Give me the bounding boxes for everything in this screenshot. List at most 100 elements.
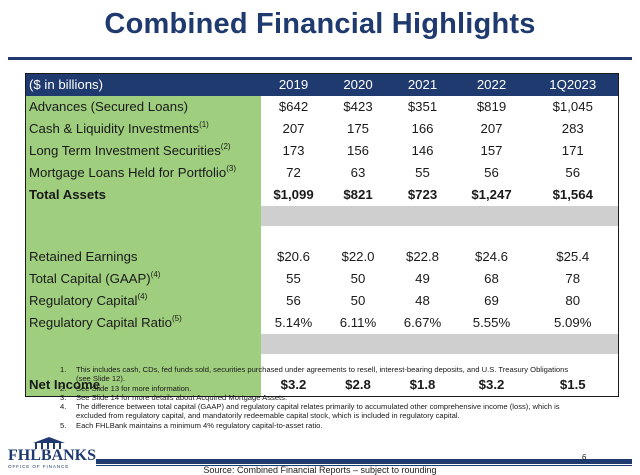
row-label: Long Term Investment Securities(2) — [25, 140, 261, 162]
row-label: Regulatory Capital Ratio(5) — [25, 312, 261, 334]
table-cell: 80 — [565, 293, 581, 309]
table-cell: $1,247 — [471, 187, 512, 203]
header-2020: 2020 — [326, 73, 390, 96]
table-cell: $24.6 — [474, 249, 508, 265]
table-cell: 56 — [565, 165, 581, 181]
financial-highlights-table: ($ in billions) 2019 2020 2021 2022 1Q20… — [25, 73, 619, 397]
table-row-total-capital: Total Capital (GAAP)(4) 55 50 49 68 78 — [25, 268, 619, 290]
slide-title: Combined Financial Highlights — [104, 8, 536, 40]
footer-divider — [96, 459, 632, 464]
header-2021: 2021 — [389, 73, 456, 96]
table-cell: $22.8 — [405, 249, 439, 265]
footnote-ref: (1) — [199, 120, 209, 130]
footnotes: 1. This includes cash, CDs, fed funds sol… — [60, 365, 580, 430]
table-cell: 48 — [415, 293, 430, 309]
table-row-regulatory-capital-ratio: Regulatory Capital Ratio(5) 5.14% 6.11% … — [25, 312, 619, 334]
footnote: 5. Each FHLBank maintains a minimum 4% re… — [60, 420, 323, 430]
table-cell: 207 — [480, 121, 503, 137]
table-row-regulatory-capital: Regulatory Capital(4) 56 50 48 69 80 — [25, 290, 619, 312]
table-cell: $25.4 — [556, 249, 590, 265]
table-cell: 6.11% — [339, 315, 377, 331]
table-cell: 207 — [282, 121, 305, 137]
table-cell: $723 — [407, 187, 438, 203]
table-row-mortgage-loans: Mortgage Loans Held for Portfolio(3) 72 … — [25, 162, 619, 184]
table-cell: 55 — [286, 271, 301, 287]
table-cell: $642 — [278, 99, 309, 115]
table-cell: $423 — [343, 99, 373, 115]
table-row-cash-liquidity: Cash & Liquidity Investments(1) 207 175 … — [25, 118, 619, 140]
table-cell: 63 — [350, 165, 366, 181]
table-cell: 49 — [415, 271, 430, 287]
table-cell: 166 — [411, 121, 434, 137]
table-cell: $3.2 — [455, 374, 528, 397]
table-cell: 69 — [484, 293, 499, 309]
row-label: Advances (Secured Loans) — [25, 96, 261, 118]
header-1q2023: 1Q2023 — [527, 73, 619, 96]
table-spacer-row — [25, 334, 619, 354]
table-cell: 68 — [484, 271, 499, 287]
footnote-ref: (5) — [171, 314, 182, 324]
table-spacer-row — [25, 206, 619, 226]
footnote: 1. This includes cash, CDs, fed funds sol… — [60, 365, 569, 384]
row-label: Regulatory Capital(4) — [25, 290, 261, 312]
row-label: Total Capital (GAAP)(4) — [25, 268, 261, 290]
table-cell: 157 — [480, 143, 503, 159]
header-2022: 2022 — [455, 73, 528, 96]
table-header-row: ($ in billions) 2019 2020 2021 2022 1Q20… — [25, 73, 619, 96]
table-cell: 72 — [286, 165, 301, 181]
table-row-net-income: Net Income $3.2 $2.8 $1.8 $3.2 $1.5 — [25, 374, 619, 397]
row-label: Cash & Liquidity Investments(1) — [25, 118, 261, 140]
table-row-advances: Advances (Secured Loans) $642 $423 $351 … — [25, 96, 619, 118]
footnote: 2. See Slide 13 for more information. — [60, 383, 192, 393]
table-cell: 156 — [346, 143, 369, 159]
header-2019: 2019 — [260, 73, 327, 96]
footnote-ref: (4) — [150, 270, 161, 280]
footnote-ref: (4) — [137, 292, 148, 302]
row-label: Net Income — [25, 374, 261, 397]
row-label: Total Assets — [25, 184, 261, 206]
table-cell: $821 — [343, 187, 373, 203]
table-cell: 56 — [286, 293, 301, 309]
footnote-ref: (2) — [220, 142, 231, 152]
table-cell: $351 — [407, 99, 438, 115]
table-spacer-row — [25, 354, 619, 374]
table-cell: $819 — [476, 99, 507, 115]
row-label: Mortgage Loans Held for Portfolio(3) — [25, 162, 261, 184]
table-cell: 173 — [282, 143, 305, 159]
table-cell: 5.14% — [274, 315, 313, 331]
table-cell: $3.2 — [260, 374, 327, 397]
footnote: 3. See Slide 14 for more details about Ac… — [60, 392, 288, 402]
source-note: Source: Combined Financial Reports – sub… — [203, 465, 437, 475]
table-cell: $1,564 — [552, 187, 593, 203]
table-cell: $1.8 — [389, 374, 456, 397]
page-number: 6 — [582, 453, 587, 462]
table-cell: 175 — [346, 121, 369, 137]
footnote: 4. The difference between total capital (… — [60, 402, 560, 421]
table-cell: 5.55% — [472, 315, 511, 331]
building-icon — [33, 437, 65, 449]
table-cell: $2.8 — [326, 374, 390, 397]
table-cell: $22.0 — [341, 249, 375, 265]
table-row-investment-securities: Long Term Investment Securities(2) 173 1… — [25, 140, 619, 162]
table-cell: 5.09% — [554, 315, 592, 331]
footnote-ref: (3) — [226, 164, 236, 174]
table-row-total-assets: Total Assets $1,099 $821 $723 $1,247 $1,… — [25, 184, 619, 206]
table-cell: 55 — [415, 165, 430, 181]
table-cell: $1.5 — [527, 374, 619, 397]
table-cell: 171 — [561, 143, 584, 159]
table-cell: $1,045 — [552, 99, 593, 115]
table-cell: 283 — [561, 121, 584, 137]
table-cell: 50 — [350, 271, 366, 287]
table-spacer-row — [25, 226, 619, 246]
table-cell: $1,099 — [273, 187, 314, 203]
table-cell: 78 — [565, 271, 581, 287]
table-row-retained-earnings: Retained Earnings $20.6 $22.0 $22.8 $24.… — [25, 246, 619, 268]
title-divider — [8, 57, 632, 60]
row-label: Retained Earnings — [25, 246, 261, 268]
table-cell: 146 — [411, 143, 434, 159]
header-units: ($ in billions) — [25, 73, 261, 96]
footer-divider-thin — [96, 465, 632, 466]
table-cell: $20.6 — [276, 249, 310, 265]
logo-wordmark: FHLBANKS — [8, 447, 97, 464]
fhlbanks-logo: FHLBANKS OFFICE OF FINANCE — [6, 437, 106, 469]
